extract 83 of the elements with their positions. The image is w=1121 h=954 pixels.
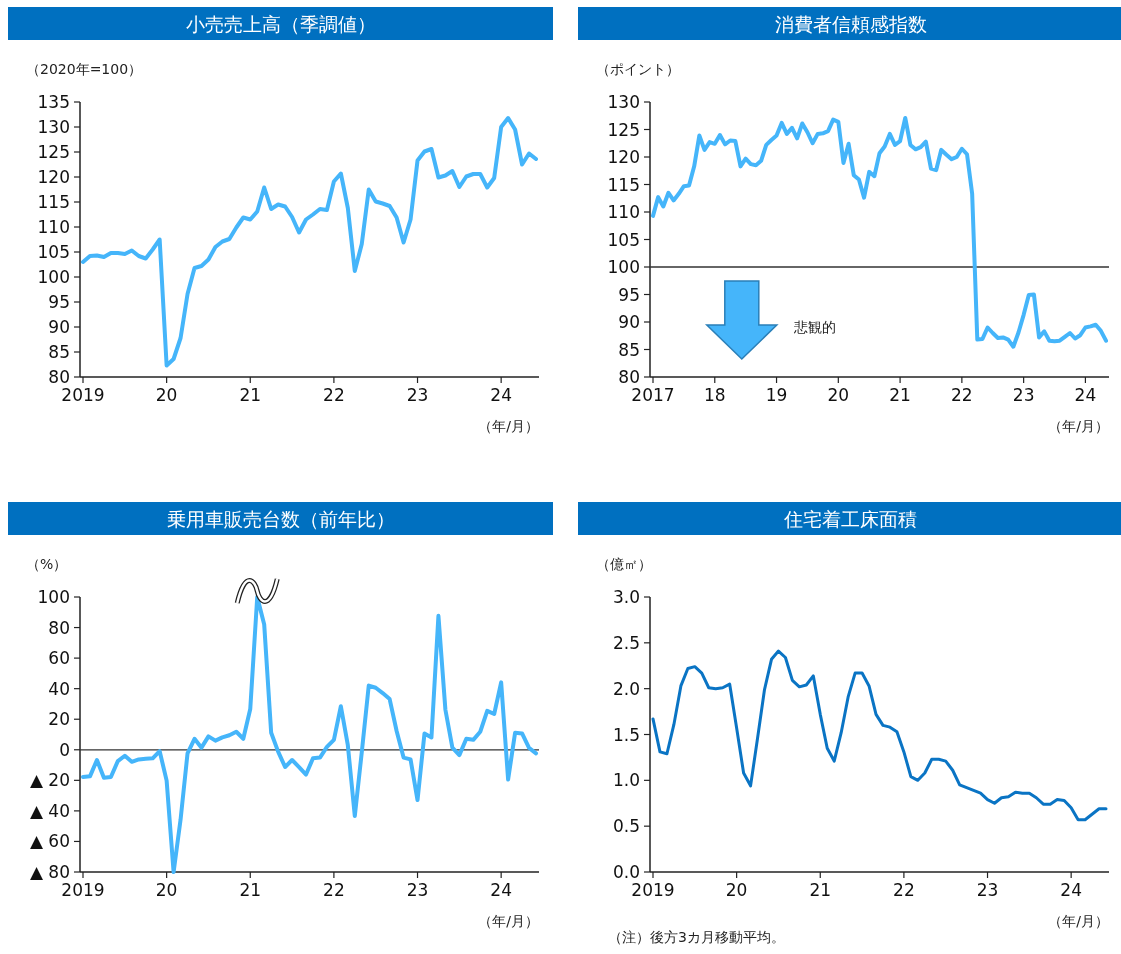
x-tick-label: 21 bbox=[239, 385, 262, 405]
y-tick-label: 0.5 bbox=[612, 816, 640, 837]
y-tick-label: 90 bbox=[618, 312, 640, 332]
y-tick-label: 90 bbox=[48, 317, 70, 337]
y-tick-label: 85 bbox=[48, 342, 70, 362]
y-tick-label: 125 bbox=[607, 119, 640, 140]
x-tick-label: 24 bbox=[1060, 880, 1082, 900]
x-tick-label: 20 bbox=[155, 385, 178, 405]
y-axis-title: （%） bbox=[26, 556, 68, 572]
y-tick-label: 80 bbox=[618, 367, 640, 387]
y-tick-label: 3.0 bbox=[612, 587, 640, 607]
x-tick-label: 23 bbox=[1012, 385, 1035, 405]
y-axis-title: （2020年=100） bbox=[26, 61, 143, 77]
x-tick-label: 23 bbox=[976, 880, 999, 900]
y-tick-label: ▲ 80 bbox=[29, 862, 70, 882]
x-tick-label: 24 bbox=[490, 880, 512, 900]
x-tick-label: 21 bbox=[889, 385, 911, 405]
x-tick-label: 2019 bbox=[631, 880, 675, 900]
x-tick-label: 22 bbox=[951, 385, 973, 405]
y-tick-label: 0 bbox=[59, 739, 70, 760]
x-tick-label: 21 bbox=[239, 880, 262, 900]
x-tick-label: 22 bbox=[893, 880, 915, 900]
line-series bbox=[651, 649, 1108, 822]
y-tick-label: 95 bbox=[48, 292, 70, 312]
line-series bbox=[651, 115, 1108, 349]
y-tick-label: 95 bbox=[618, 284, 640, 305]
y-tick-label: 60 bbox=[48, 648, 70, 669]
y-tick-label: 100 bbox=[607, 257, 640, 277]
chart-title: 小売売上高（季調値） bbox=[185, 13, 376, 35]
y-tick-label: 120 bbox=[37, 167, 70, 187]
x-axis-title: （年/月） bbox=[478, 913, 539, 929]
y-tick-label: ▲ 40 bbox=[29, 800, 70, 821]
chart-title: 住宅着工床面積 bbox=[783, 508, 917, 530]
x-axis-title: （年/月） bbox=[1048, 418, 1109, 434]
y-axis-title: （億㎡） bbox=[596, 556, 652, 572]
y-tick-label: 105 bbox=[607, 229, 640, 250]
y-tick-label: 0.0 bbox=[612, 862, 640, 882]
y-tick-label: 115 bbox=[607, 174, 640, 195]
y-tick-label: 130 bbox=[607, 92, 640, 112]
x-tick-label: 20 bbox=[725, 880, 748, 900]
y-tick-label: 100 bbox=[37, 267, 70, 287]
y-tick-label: 40 bbox=[48, 678, 70, 699]
y-tick-label: 125 bbox=[37, 142, 70, 162]
y-tick-label: 115 bbox=[37, 192, 70, 212]
y-tick-label: 1.0 bbox=[612, 770, 640, 791]
y-tick-label: 80 bbox=[48, 367, 70, 387]
y-tick-label: 110 bbox=[37, 217, 70, 237]
y-tick-label: ▲ 60 bbox=[29, 831, 70, 852]
x-tick-label: 19 bbox=[765, 385, 788, 405]
x-tick-label: 2017 bbox=[631, 385, 675, 405]
y-tick-label: 2.0 bbox=[612, 678, 640, 699]
x-tick-label: 20 bbox=[827, 385, 850, 405]
x-tick-label: 23 bbox=[406, 385, 429, 405]
x-axis-title: （年/月） bbox=[1048, 913, 1109, 929]
y-tick-label: 20 bbox=[48, 709, 70, 730]
y-tick-label: 80 bbox=[48, 617, 70, 638]
x-axis-title: （年/月） bbox=[478, 418, 539, 434]
line-series bbox=[81, 116, 538, 368]
x-tick-label: 21 bbox=[809, 880, 832, 900]
x-tick-label: 18 bbox=[703, 385, 726, 405]
y-tick-label: 105 bbox=[37, 242, 70, 262]
x-tick-label: 20 bbox=[155, 880, 178, 900]
annotation: 悲観的 bbox=[792, 319, 836, 335]
x-tick-label: 22 bbox=[323, 880, 345, 900]
x-tick-label: 24 bbox=[490, 385, 512, 405]
x-tick-label: 22 bbox=[323, 385, 345, 405]
y-tick-label: 2.5 bbox=[612, 632, 640, 653]
y-tick-label: 1.5 bbox=[612, 724, 640, 745]
y-tick-label: 100 bbox=[37, 587, 70, 607]
x-tick-label: 24 bbox=[1074, 385, 1097, 405]
chart-title: 消費者信頼感指数 bbox=[774, 13, 927, 35]
y-tick-label: 120 bbox=[607, 147, 640, 167]
x-tick-label: 23 bbox=[406, 880, 429, 900]
text: （注）後方3カ月移動平均。 bbox=[608, 929, 785, 945]
chart-title: 乗用車販売台数（前年比） bbox=[166, 508, 395, 530]
y-tick-label: 110 bbox=[607, 202, 640, 222]
y-tick-label: 135 bbox=[37, 92, 70, 112]
y-tick-label: 130 bbox=[37, 117, 70, 137]
y-tick-label: 85 bbox=[618, 339, 640, 360]
x-tick-label: 2019 bbox=[61, 385, 105, 405]
x-tick-label: 2019 bbox=[61, 880, 105, 900]
y-axis-title: （ポイント） bbox=[596, 61, 680, 77]
y-tick-label: ▲ 20 bbox=[29, 770, 70, 791]
